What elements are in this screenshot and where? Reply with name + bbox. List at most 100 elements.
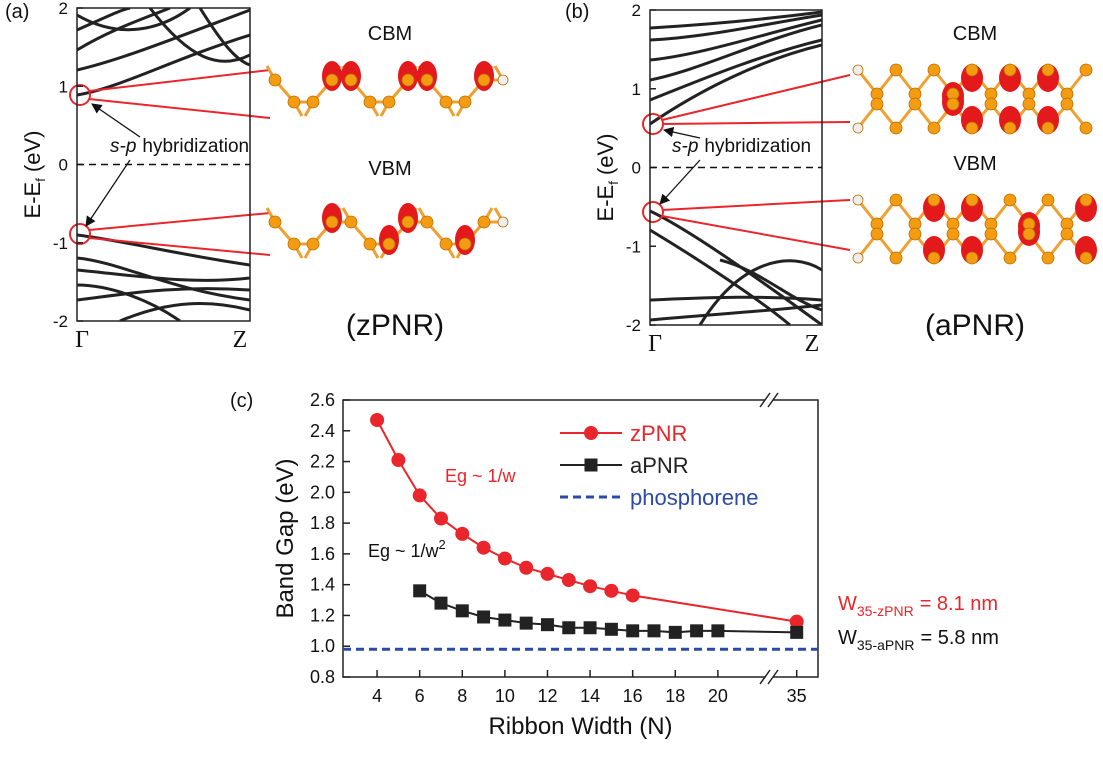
annotation-sup: 2 (439, 537, 446, 552)
band-curves-b (650, 10, 822, 325)
marker (370, 413, 385, 428)
width-note-rest: = 8.1 nm (920, 593, 998, 615)
marker (519, 560, 534, 575)
y-tick-label: -2 (626, 316, 641, 335)
width-note: W35-zPNR = 8.1 nm (838, 593, 998, 619)
legend-label: phosphorene (630, 485, 758, 510)
marker (455, 604, 469, 618)
atom (344, 215, 358, 229)
y-axis-label: Band Gap (eV) (272, 458, 299, 618)
atom (870, 227, 884, 241)
marker (476, 540, 491, 555)
x-tick-label: 12 (537, 686, 557, 706)
marker (668, 625, 682, 639)
y-tick-label: 2.0 (310, 482, 335, 502)
atom (477, 73, 491, 87)
width-note-rest: = 5.8 nm (920, 627, 998, 649)
atom (439, 237, 453, 251)
marker (519, 616, 533, 630)
width-note: W35-aPNR = 5.8 nm (838, 627, 999, 653)
cbm-label: CBM (953, 23, 997, 45)
width-note-main: W (838, 593, 857, 615)
ribbon-name: (zPNR) (346, 309, 444, 342)
x-tick-label: 16 (623, 686, 643, 706)
y-axis-label-unit: (eV) (593, 134, 618, 176)
y-tick-label: 1.4 (310, 575, 335, 595)
atom (984, 227, 998, 241)
y-tick-label: 2.2 (310, 452, 335, 472)
hybridization-label: s-p hybridization (672, 136, 811, 157)
marker (790, 625, 804, 639)
legend-label: aPNR (630, 453, 689, 478)
arrows (85, 103, 701, 227)
hybridization-text: hybridization (704, 136, 811, 157)
x-tick-label: 8 (457, 686, 467, 706)
x-tick-label: 14 (580, 686, 600, 706)
marker (789, 614, 804, 629)
atom (1041, 251, 1055, 265)
atom (852, 64, 864, 76)
atom (1079, 251, 1093, 265)
hybridization-text: hybridization (142, 136, 249, 157)
marker (711, 624, 725, 638)
y-axis-label-unit: (eV) (20, 131, 45, 173)
atom (382, 237, 396, 251)
atom (965, 251, 979, 265)
series-line (419, 589, 797, 634)
legend-marker (584, 458, 598, 472)
vbm-label: VBM (368, 158, 411, 180)
hybridization-label: s-p hybridization (110, 136, 249, 157)
axis-break-mark (767, 392, 779, 408)
atom (1022, 97, 1036, 111)
atom (927, 63, 941, 77)
atom (908, 97, 922, 111)
atom (852, 122, 864, 134)
marker (604, 622, 618, 636)
atom (458, 237, 472, 251)
y-tick-label: 1.2 (310, 605, 335, 625)
marker (583, 579, 598, 594)
atom (287, 237, 301, 251)
atom (908, 227, 922, 241)
marker (433, 511, 448, 526)
x-tick-label: 20 (708, 686, 728, 706)
hybridization-italic: s-p (672, 136, 698, 157)
marker (434, 596, 448, 610)
marker (604, 583, 619, 598)
atom (870, 97, 884, 111)
y-tick-label: 2.4 (310, 421, 335, 441)
marker (477, 610, 491, 624)
y-tick-label: 1.8 (310, 513, 335, 533)
y-axis-label-sub: f (33, 178, 48, 182)
marker (497, 551, 512, 566)
atom (401, 73, 415, 87)
atom (1003, 193, 1017, 207)
x-tick-label: 35 (787, 686, 807, 706)
y-axis-label-main: E-E (20, 182, 45, 219)
atom (363, 237, 377, 251)
width-note-sub: 35-aPNR (857, 637, 915, 653)
atom (325, 73, 339, 87)
marker (647, 624, 661, 638)
marker (412, 488, 427, 503)
atom (268, 215, 282, 229)
atom (268, 73, 282, 87)
axis-break-mark (759, 392, 771, 408)
vbm-label: VBM (953, 153, 996, 175)
y-tick-label: 1.0 (310, 636, 335, 656)
zoom-callouts (69, 69, 851, 256)
atom (497, 74, 509, 86)
atom (946, 227, 960, 241)
x-tick-label: 6 (415, 686, 425, 706)
y-tick-label: 0 (632, 159, 641, 178)
y-tick-label: 2.6 (310, 390, 335, 410)
y-tick-label: 2 (632, 1, 641, 20)
atom (889, 63, 903, 77)
atom (287, 95, 301, 109)
atom (344, 73, 358, 87)
atom (984, 97, 998, 111)
marker (626, 624, 640, 638)
marker (540, 566, 555, 581)
atom (927, 251, 941, 265)
